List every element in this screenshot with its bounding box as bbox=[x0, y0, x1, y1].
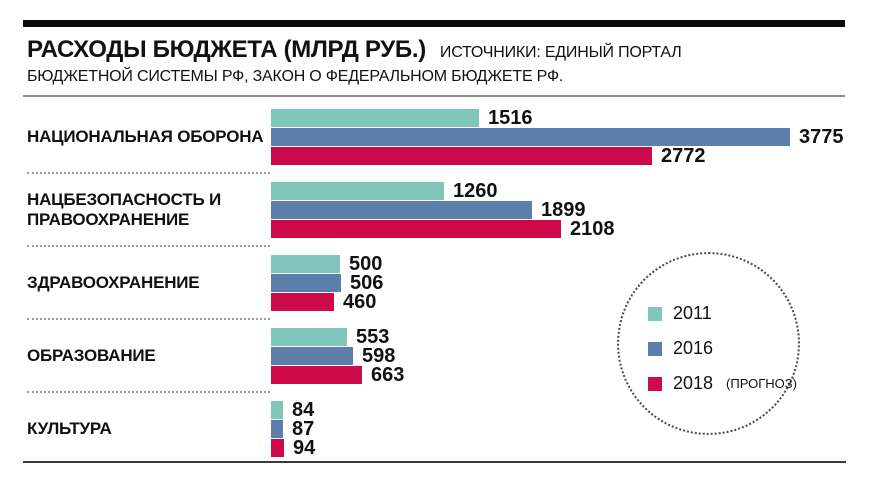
legend-swatch-2018 bbox=[648, 376, 662, 391]
legend-year-label: 2011 bbox=[673, 303, 712, 323]
bar-value-label: 87 bbox=[292, 418, 315, 440]
legend-swatch-2016 bbox=[648, 341, 662, 356]
legend-items: 2011 2016 2018 (ПРОГНОЗ) bbox=[648, 303, 797, 394]
bar-stack: 553 598 663 bbox=[271, 326, 845, 386]
bar-2016 bbox=[271, 420, 283, 438]
bar-2016 bbox=[271, 128, 790, 146]
bar-value-label: 506 bbox=[350, 272, 384, 294]
bar-2011 bbox=[271, 328, 347, 346]
bar-2011 bbox=[271, 255, 340, 273]
bar-value-label: 84 bbox=[292, 399, 315, 421]
top-rule bbox=[23, 20, 845, 27]
legend: 2011 2016 2018 (ПРОГНОЗ) bbox=[617, 252, 800, 435]
bar-value-label: 553 bbox=[356, 326, 390, 348]
legend-item-2016: 2016 bbox=[648, 338, 797, 359]
category-label: ЗДРАВООХРАНЕНИЕ bbox=[27, 273, 200, 292]
legend-item-2018: 2018 (ПРОГНОЗ) bbox=[648, 373, 797, 394]
bar-row: 1260 bbox=[271, 180, 845, 202]
bar-value-label: 2108 bbox=[570, 218, 615, 240]
bar-value-label: 598 bbox=[362, 345, 396, 367]
group-separator bbox=[27, 318, 270, 320]
chart-group: НАЦБЕЗОПАСНОСТЬ И ПРАВООХРАНЕНИЕ 1260 1899… bbox=[27, 180, 845, 240]
bar-chart: НАЦИОНАЛЬНАЯ ОБОРОНА 1516 3775 2772 НАЦБЕЗОП… bbox=[27, 107, 845, 459]
bar-row: 94 bbox=[271, 437, 845, 459]
header: РАСХОДЫ БЮДЖЕТА (МЛРД РУБ.) ИСТОЧНИКИ: Е… bbox=[27, 36, 827, 86]
bar-row: 87 bbox=[271, 418, 845, 440]
title-line: РАСХОДЫ БЮДЖЕТА (МЛРД РУБ.) ИСТОЧНИКИ: Е… bbox=[27, 36, 827, 64]
bar-row: 2772 bbox=[271, 145, 845, 167]
bar-value-label: 460 bbox=[343, 291, 377, 313]
bar-2016 bbox=[271, 274, 341, 292]
bar-row: 1516 bbox=[271, 107, 845, 129]
group-separator bbox=[27, 391, 270, 393]
bar-row: 663 bbox=[271, 364, 845, 386]
header-divider bbox=[23, 95, 845, 97]
bar-2016 bbox=[271, 201, 532, 219]
bar-2018 bbox=[271, 439, 284, 457]
bar-2018 bbox=[271, 293, 334, 311]
bar-2018 bbox=[271, 366, 362, 384]
bar-row: 84 bbox=[271, 399, 845, 421]
bar-row: 506 bbox=[271, 272, 845, 294]
category-label: КУЛЬТУРА bbox=[27, 419, 112, 438]
source-note-line2: БЮДЖЕТНОЙ СИСТЕМЫ РФ, ЗАКОН О ФЕДЕРАЛЬНО… bbox=[27, 68, 564, 85]
legend-suffix-label: (ПРОГНОЗ) bbox=[726, 376, 797, 391]
legend-swatch-2011 bbox=[648, 306, 662, 321]
category-label: ОБРАЗОВАНИЕ bbox=[27, 346, 156, 365]
bar-2011 bbox=[271, 401, 283, 419]
bar-stack: 500 506 460 bbox=[271, 253, 845, 313]
bar-row: 3775 bbox=[271, 126, 845, 148]
category-label: НАЦБЕЗОПАСНОСТЬ И ПРАВООХРАНЕНИЕ bbox=[27, 190, 222, 229]
bar-2016 bbox=[271, 347, 353, 365]
chart-group: НАЦИОНАЛЬНАЯ ОБОРОНА 1516 3775 2772 bbox=[27, 107, 845, 167]
group-separator bbox=[27, 245, 270, 247]
bar-value-label: 500 bbox=[349, 253, 383, 275]
bar-2018 bbox=[271, 220, 561, 238]
bar-row: 460 bbox=[271, 291, 845, 313]
bar-value-label: 1260 bbox=[453, 180, 498, 202]
bar-row: 1899 bbox=[271, 199, 845, 221]
bar-value-label: 1899 bbox=[541, 199, 586, 221]
bar-row: 2108 bbox=[271, 218, 845, 240]
chart-group: ОБРАЗОВАНИЕ 553 598 663 bbox=[27, 326, 845, 386]
chart-group: ЗДРАВООХРАНЕНИЕ 500 506 460 bbox=[27, 253, 845, 313]
category-label: НАЦИОНАЛЬНАЯ ОБОРОНА bbox=[27, 127, 264, 146]
bar-value-label: 2772 bbox=[661, 145, 706, 167]
legend-year-label: 2018 bbox=[673, 373, 714, 393]
bar-value-label: 94 bbox=[293, 437, 316, 459]
bar-value-label: 1516 bbox=[488, 107, 533, 129]
bar-stack: 84 87 94 bbox=[271, 399, 845, 459]
legend-item-2011: 2011 bbox=[648, 303, 797, 324]
bottom-rule bbox=[23, 461, 846, 463]
bar-2018 bbox=[271, 147, 652, 165]
bar-row: 500 bbox=[271, 253, 845, 275]
group-separator bbox=[27, 172, 270, 174]
source-note-line1: ИСТОЧНИКИ: ЕДИНЫЙ ПОРТАЛ bbox=[439, 44, 682, 61]
bar-row: 553 bbox=[271, 326, 845, 348]
bar-2011 bbox=[271, 109, 479, 127]
bar-row: 598 bbox=[271, 345, 845, 367]
bar-value-label: 663 bbox=[371, 364, 405, 386]
bar-stack: 1516 3775 2772 bbox=[271, 107, 845, 167]
chart-title: РАСХОДЫ БЮДЖЕТА (МЛРД РУБ.) bbox=[27, 36, 426, 63]
bar-2011 bbox=[271, 182, 444, 200]
bar-value-label: 3775 bbox=[799, 126, 844, 148]
chart-group: КУЛЬТУРА 84 87 94 bbox=[27, 399, 845, 459]
legend-year-label: 2016 bbox=[673, 338, 714, 358]
bar-stack: 1260 1899 2108 bbox=[271, 180, 845, 240]
